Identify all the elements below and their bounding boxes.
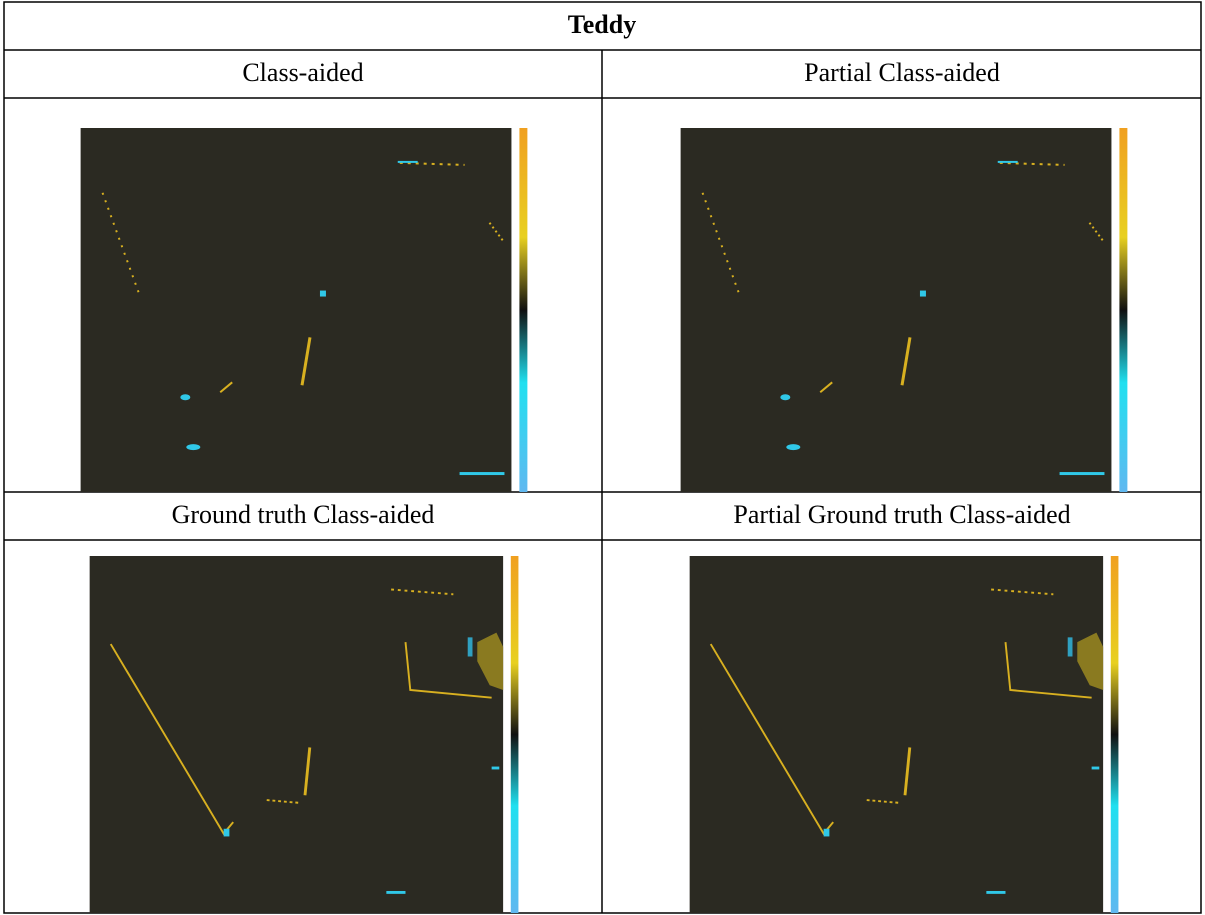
cell-label: Ground truth Class-aided	[172, 500, 435, 529]
cell-label: Partial Class-aided	[804, 58, 1000, 87]
table-title: Teddy	[568, 10, 636, 39]
cell-label: Class-aided	[242, 58, 363, 87]
map-image	[88, 556, 520, 913]
map-image	[680, 128, 1129, 492]
cell-label: Partial Ground truth Class-aided	[733, 500, 1070, 529]
map-image	[688, 556, 1120, 913]
map-image	[80, 128, 529, 492]
